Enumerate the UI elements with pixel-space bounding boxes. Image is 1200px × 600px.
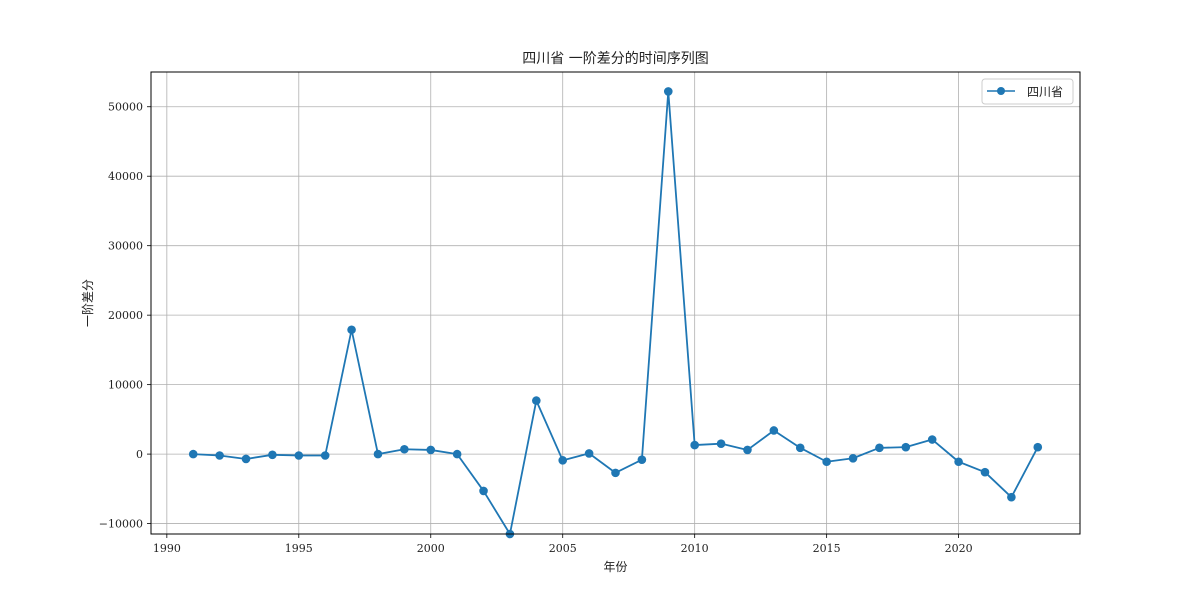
data-point xyxy=(611,468,620,478)
data-point xyxy=(426,445,436,455)
data-point xyxy=(663,87,673,96)
data-point xyxy=(268,450,277,460)
y-tick-label: 50000 xyxy=(108,101,143,114)
data-point xyxy=(954,457,963,467)
legend-box xyxy=(981,78,1074,105)
data-point xyxy=(690,440,699,450)
plot-frame xyxy=(150,71,1081,535)
x-tick-label: 2020 xyxy=(945,542,973,555)
data-point xyxy=(558,456,568,465)
data-point xyxy=(532,396,541,405)
series-layer xyxy=(188,87,1043,539)
data-point xyxy=(927,435,937,444)
legend: 四川省 xyxy=(981,78,1074,105)
data-point xyxy=(901,442,911,452)
data-point xyxy=(294,451,304,460)
data-point xyxy=(241,454,251,464)
y-tick-label: 20000 xyxy=(108,309,143,322)
x-tick-label: 1995 xyxy=(285,542,313,555)
y-tick-label: 0 xyxy=(136,448,143,461)
data-point xyxy=(822,457,831,467)
legend-label: 四川省 xyxy=(1027,85,1063,99)
chart-title: 四川省 一阶差分的时间序列图 xyxy=(522,51,708,67)
data-point xyxy=(452,449,462,459)
x-tick-label: 2005 xyxy=(549,542,577,555)
data-point xyxy=(347,325,356,335)
data-point xyxy=(980,467,990,477)
y-tick-label: 10000 xyxy=(108,379,143,392)
data-point xyxy=(373,449,383,459)
data-point xyxy=(215,451,224,460)
x-tick-label: 2000 xyxy=(417,542,445,555)
data-point xyxy=(848,453,858,463)
data-point xyxy=(795,443,805,453)
data-point xyxy=(716,439,726,448)
data-point xyxy=(479,486,488,496)
x-tick-label: 1990 xyxy=(153,542,181,555)
data-point xyxy=(875,443,884,453)
y-axis: −10000 0 10000 20000 30000 40000 50000 xyxy=(99,101,151,531)
x-axis-label: 年份 xyxy=(603,560,627,574)
x-tick-label: 2010 xyxy=(681,542,709,555)
data-point xyxy=(743,445,752,455)
x-tick-label: 2015 xyxy=(813,542,841,555)
data-point xyxy=(1033,442,1043,452)
data-point xyxy=(1007,492,1016,502)
data-point xyxy=(584,449,594,458)
y-tick-label: −10000 xyxy=(99,518,143,531)
y-axis-label: 一阶差分 xyxy=(81,279,95,327)
data-point xyxy=(188,449,198,459)
y-tick-label: 40000 xyxy=(108,170,143,183)
legend-marker xyxy=(997,87,1005,95)
x-axis: 1990 1995 2000 2005 2010 2015 2020 xyxy=(153,534,973,555)
data-point xyxy=(320,451,330,460)
data-point xyxy=(769,426,779,435)
y-tick-label: 30000 xyxy=(108,240,143,253)
grid xyxy=(151,72,1080,534)
data-point xyxy=(637,455,647,464)
data-point xyxy=(400,444,409,454)
